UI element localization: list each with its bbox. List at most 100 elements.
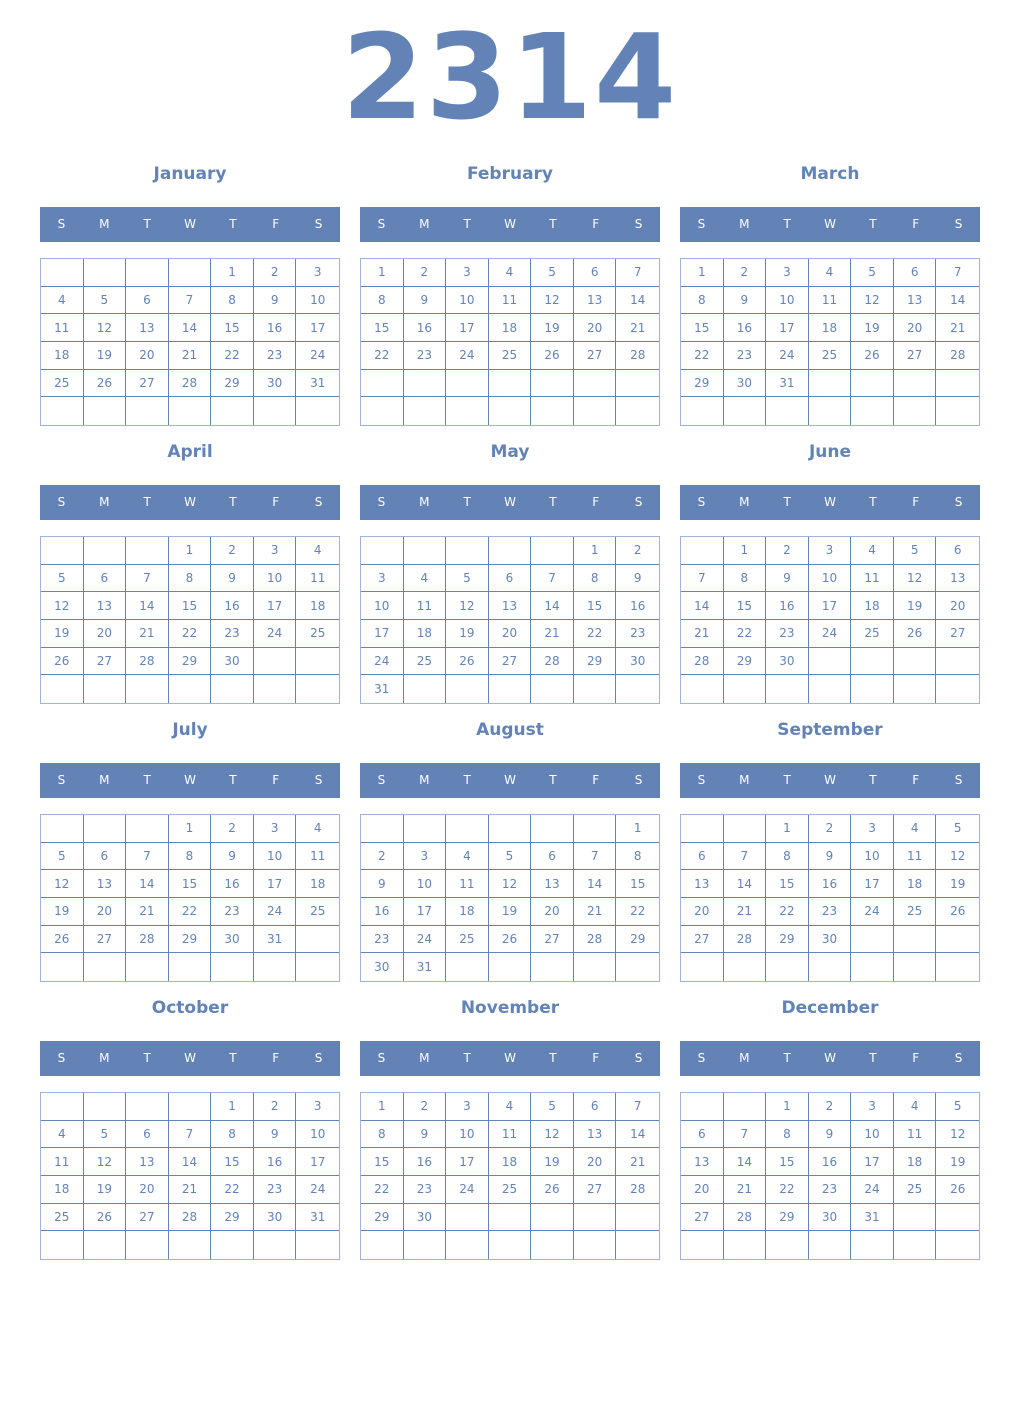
day-cell: 1	[168, 537, 212, 565]
month-name: December	[781, 998, 879, 1018]
empty-cell	[531, 675, 574, 703]
day-cell: 16	[211, 592, 254, 620]
day-cell: 9	[361, 870, 404, 898]
empty-cell	[724, 953, 767, 981]
weekday-label: T	[229, 773, 237, 787]
day-cell: 29	[211, 369, 254, 398]
day-cell: 27	[573, 1175, 617, 1204]
day-cell: 2	[808, 815, 852, 843]
empty-cell	[446, 1231, 489, 1259]
weekday-label: S	[314, 1051, 323, 1065]
day-cell: 25	[41, 369, 84, 398]
empty-cell	[531, 953, 574, 981]
weekday-label: T	[549, 495, 557, 509]
day-cell: 1	[168, 815, 212, 843]
weekday-label: S	[697, 773, 706, 787]
day-cell: 22	[361, 341, 404, 370]
day-cell: 15	[168, 592, 212, 620]
day-cell: 26	[936, 898, 979, 926]
day-cell: 12	[41, 592, 84, 620]
day-cell: 20	[488, 619, 532, 648]
day-cell: 19	[41, 897, 84, 926]
weekday-label: S	[57, 217, 66, 231]
empty-cell	[126, 675, 169, 703]
empty-cell	[936, 648, 979, 676]
day-cell: 10	[851, 842, 894, 871]
day-cell: 30	[403, 1203, 447, 1232]
day-cell: 15	[168, 870, 212, 898]
day-cell: 2	[253, 259, 297, 287]
month-name: February	[466, 164, 554, 184]
weekday-label: S	[954, 217, 963, 231]
day-cell: 4	[488, 1093, 532, 1121]
day-cell: 15	[361, 1148, 404, 1176]
weekday-label: S	[314, 217, 323, 231]
empty-cell	[84, 1231, 127, 1259]
empty-cell	[126, 537, 169, 565]
empty-cell	[446, 1203, 489, 1232]
day-cell: 13	[573, 1120, 617, 1149]
empty-cell	[681, 815, 724, 843]
day-cell: 16	[723, 314, 767, 342]
weekday-label: S	[57, 1051, 66, 1065]
day-cell: 5	[531, 1093, 574, 1121]
day-cell: 19	[893, 592, 937, 620]
day-cell: 29	[361, 1203, 404, 1232]
weekday-label: T	[143, 217, 151, 231]
day-cell: 27	[83, 647, 127, 676]
empty-cell	[616, 953, 659, 981]
empty-cell	[296, 953, 339, 981]
weekday-label: F	[912, 495, 920, 509]
day-cell: 21	[531, 619, 574, 648]
day-cell: 14	[531, 592, 574, 620]
day-cell: 9	[403, 1120, 447, 1149]
day-grid: 1 2 3 4 5 6 7 8 9 10 11 12 13 14 15 16 17 18 19 20 21 22 23 24 2…	[40, 258, 340, 426]
day-cell: 16	[808, 1148, 852, 1176]
weekday-label: M	[419, 773, 430, 787]
day-cell: 17	[361, 619, 404, 648]
day-cell: 25	[893, 1175, 937, 1204]
day-grid: 1 2 3 4 5 6 7 8 9 10 11 12 13 14 15 16 17 18 19 20 21 22 23 24 2…	[680, 258, 980, 426]
day-cell: 7	[681, 564, 724, 593]
weekday-label: S	[697, 495, 706, 509]
month-name: September	[777, 720, 883, 740]
day-cell: 1	[766, 1093, 809, 1121]
weekday-label: S	[314, 773, 323, 787]
day-cell: 30	[766, 647, 809, 676]
weekday-label: T	[869, 1051, 877, 1065]
day-cell: 20	[681, 897, 724, 926]
day-cell: 3	[253, 815, 297, 843]
day-cell: 9	[403, 286, 447, 315]
day-cell: 20	[893, 314, 937, 342]
day-cell: 28	[723, 1203, 767, 1232]
day-cell: 19	[83, 1175, 127, 1204]
empty-cell	[211, 953, 254, 981]
empty-cell	[446, 953, 489, 981]
day-cell: 29	[723, 647, 767, 676]
day-cell: 28	[531, 647, 574, 676]
day-cell: 13	[488, 592, 532, 620]
day-cell: 24	[766, 341, 809, 370]
day-cell: 11	[41, 314, 84, 342]
weekday-label: W	[824, 217, 836, 231]
day-cell: 13	[681, 1148, 724, 1176]
month-name: January	[153, 164, 227, 184]
day-cell: 16	[616, 592, 659, 620]
day-cell: 9	[808, 1120, 852, 1149]
day-cell: 9	[211, 564, 254, 593]
day-cell: 14	[573, 870, 617, 898]
day-cell: 11	[488, 286, 532, 315]
day-cell: 29	[616, 926, 659, 954]
month-november: November S M T W T F S 1 2 3 4 5 6 7 8 9 10 11 12 13 14 15 16 17…	[360, 994, 660, 1264]
day-cell: 25	[41, 1203, 84, 1232]
empty-cell	[84, 397, 127, 425]
weekday-label: M	[419, 1051, 430, 1065]
day-cell: 16	[808, 870, 852, 898]
weekday-label: S	[377, 217, 386, 231]
day-cell: 25	[851, 619, 894, 648]
day-cell: 19	[531, 1148, 574, 1176]
empty-cell	[893, 925, 937, 954]
